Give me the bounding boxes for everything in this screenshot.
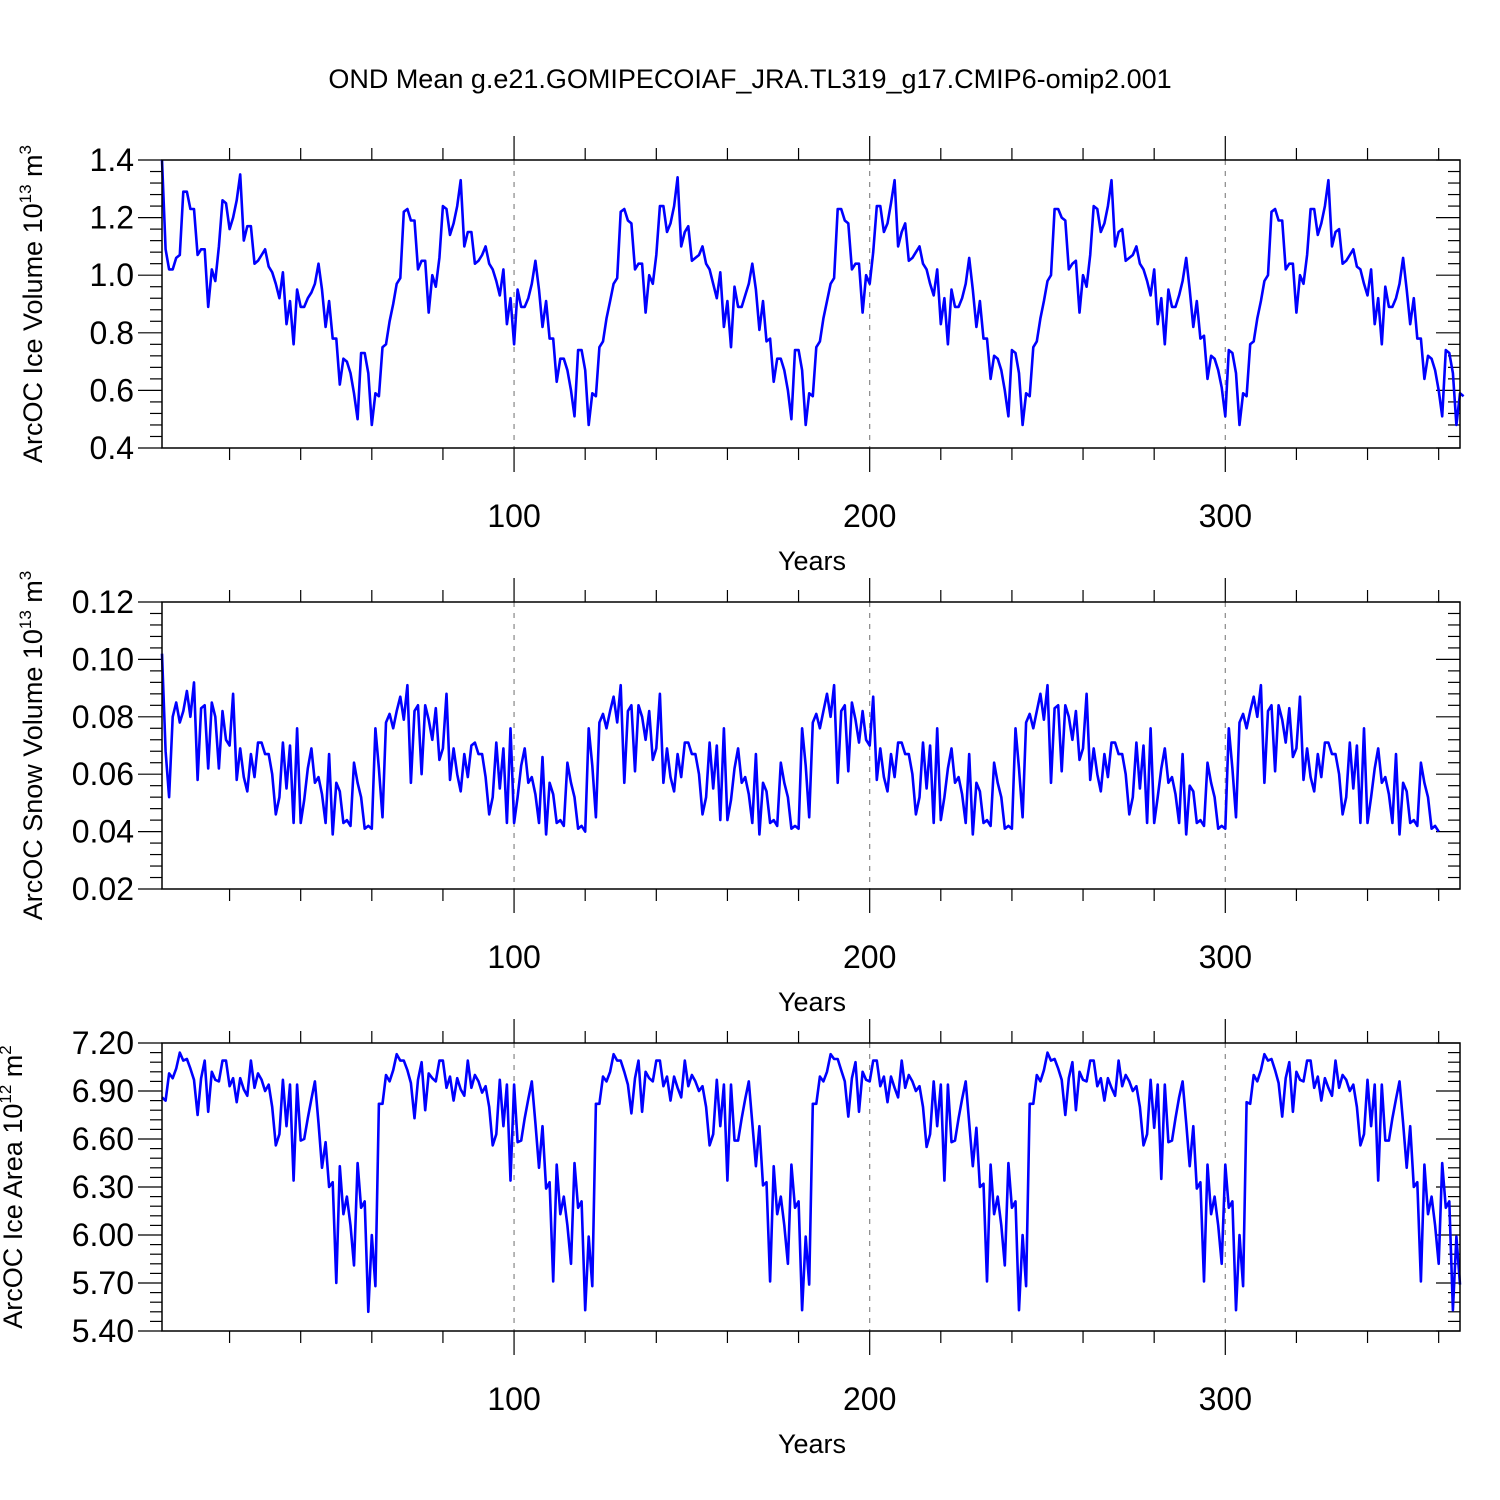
y-axis-label-part: m	[0, 1055, 28, 1085]
y-axis-label: ArcOC Ice Volume 1013 m3	[16, 145, 48, 463]
series-line-ice_area	[161, 1051, 1462, 1314]
y-tick-label: 7.20	[72, 1025, 134, 1061]
x-tick-label: 300	[1199, 1381, 1252, 1417]
y-axis-label-part: 13	[16, 184, 35, 203]
y-axis-label-part: 3	[16, 145, 35, 154]
y-axis-label-part: 13	[16, 610, 35, 629]
y-axis-label-part: m	[18, 580, 48, 610]
y-axis-label-part: 2	[0, 1045, 15, 1054]
y-axis-label: ArcOC Snow Volume 1013 m3	[16, 571, 48, 921]
y-tick-label: 1.2	[90, 200, 134, 236]
y-tick-label: 0.12	[72, 584, 134, 620]
plot-frame	[161, 1042, 1461, 1332]
y-tick-label: 1.4	[90, 142, 134, 178]
y-tick-label: 0.08	[72, 699, 134, 735]
y-tick-label: 0.8	[90, 315, 134, 351]
x-tick-label: 200	[843, 1381, 896, 1417]
x-tick-label: 200	[843, 939, 896, 975]
chart-panel-2: 0.02 0.04 0.06 0.08 0.10 0.12 100 200 300 Years Ar…	[16, 571, 1461, 1017]
x-axis-label: Years	[778, 546, 846, 576]
y-tick-label: 0.6	[90, 372, 134, 408]
x-tick-label: 100	[487, 939, 540, 975]
plot-frame	[161, 601, 1461, 890]
x-axis-label: Years	[778, 1429, 846, 1459]
chart-panel-3: 5.40 5.70 6.00 6.30 6.60 6.90 7.20 100 200 300 Yea…	[0, 1019, 1462, 1459]
x-axis-label: Years	[778, 987, 846, 1017]
x-tick-label: 100	[487, 1381, 540, 1417]
x-tick-label: 300	[1199, 939, 1252, 975]
series-line-ice_volume	[160, 159, 1465, 427]
y-axis-label-part: m	[18, 154, 48, 184]
y-axis-label-part: 12	[0, 1085, 15, 1104]
x-tick-label: 300	[1199, 498, 1252, 534]
y-axis-label-part: ArcOC Ice Volume 10	[18, 203, 48, 463]
y-tick-label: 0.06	[72, 756, 134, 792]
y-tick-label: 0.04	[72, 814, 134, 850]
y-tick-label: 5.40	[72, 1313, 134, 1349]
y-axis-label-part: 3	[16, 571, 35, 580]
y-tick-label: 6.90	[72, 1073, 134, 1109]
chart-panel-1: 0.4 0.6 0.8 1.0 1.2 1.4 100 200 300 Years ArcOC Ic…	[16, 136, 1465, 576]
y-axis-label: ArcOC Ice Area 1012 m2	[0, 1045, 28, 1329]
y-tick-label: 6.00	[72, 1217, 134, 1253]
x-tick-label: 100	[487, 498, 540, 534]
y-axis-label-part: ArcOC Snow Volume 10	[18, 629, 48, 920]
y-tick-label: 6.60	[72, 1121, 134, 1157]
y-tick-label: 5.70	[72, 1265, 134, 1301]
y-axis-label-part: ArcOC Ice Area 10	[0, 1104, 28, 1329]
y-tick-label: 0.10	[72, 641, 134, 677]
y-tick-label: 6.30	[72, 1169, 134, 1205]
figure-title: OND Mean g.e21.GOMIPECOIAF_JRA.TL319_g17…	[328, 64, 1172, 94]
plot-frame	[161, 159, 1461, 449]
x-tick-label: 200	[843, 498, 896, 534]
y-tick-label: 1.0	[90, 257, 134, 293]
y-tick-label: 0.02	[72, 871, 134, 907]
series-line-snow_volume	[160, 653, 1440, 836]
y-tick-label: 0.4	[90, 430, 134, 466]
